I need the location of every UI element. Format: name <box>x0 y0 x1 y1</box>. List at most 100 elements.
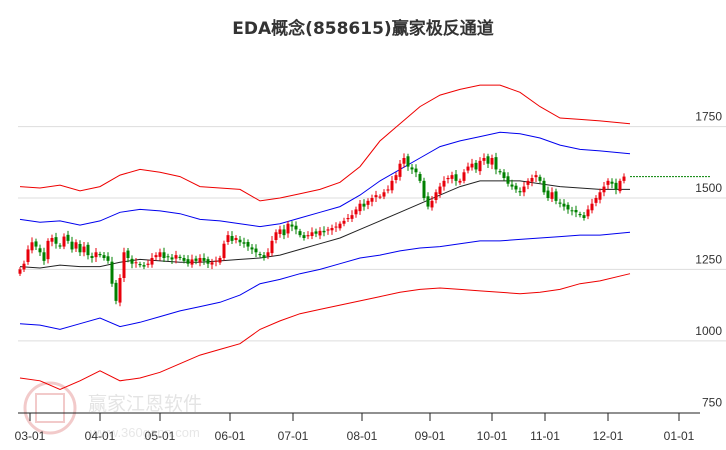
candle-up <box>442 180 446 187</box>
candle-up <box>306 235 310 237</box>
y-tick-label: 1000 <box>695 324 722 338</box>
candle-down <box>574 209 578 213</box>
candle-up <box>218 257 222 263</box>
candle-down <box>414 168 418 173</box>
candle-down <box>554 191 558 201</box>
x-tick-label: 03-01 <box>15 429 46 443</box>
candle-up <box>318 230 322 236</box>
candle-up <box>622 176 626 181</box>
candle-down <box>38 248 42 253</box>
candle-down <box>78 243 82 253</box>
candle-down <box>570 210 574 212</box>
candle-down <box>498 171 502 173</box>
candle-up <box>598 192 602 200</box>
candle-down <box>86 244 90 256</box>
candle-up <box>602 186 606 193</box>
candle-up <box>266 252 270 257</box>
x-tick-label: 10-01 <box>477 429 508 443</box>
channel-bands <box>19 84 710 390</box>
candle-down <box>206 259 210 264</box>
candle-down <box>34 241 38 247</box>
candle-down <box>566 204 570 210</box>
watermark: 赢家江恩软件 www.360gann.com <box>23 381 202 440</box>
candlesticks <box>18 152 626 307</box>
candle-up <box>26 249 30 262</box>
x-tick-label: 04-01 <box>85 429 116 443</box>
candle-up <box>94 252 98 258</box>
candle-up <box>394 175 398 181</box>
candle-down <box>238 239 242 243</box>
x-tick-label: 07-01 <box>278 429 309 443</box>
candle-down <box>186 259 190 264</box>
candle-down <box>178 256 182 258</box>
candle-down <box>162 252 166 258</box>
x-tick-label: 06-01 <box>215 429 246 443</box>
candle-up <box>330 227 334 231</box>
candle-up <box>430 200 434 208</box>
candle-up <box>594 198 598 203</box>
candle-up <box>586 209 590 217</box>
candle-down <box>506 176 510 184</box>
candle-down <box>114 282 118 301</box>
inner-lower-band <box>19 231 631 330</box>
candle-up <box>222 243 226 258</box>
candle-up <box>74 242 78 249</box>
candle-down <box>202 257 206 261</box>
y-tick-label: 1500 <box>695 181 722 195</box>
candle-up <box>398 163 402 177</box>
candle-down <box>138 263 142 266</box>
candle-up <box>46 240 50 260</box>
x-tick-label: 08-01 <box>347 429 378 443</box>
candle-up <box>526 180 530 185</box>
candle-up <box>478 160 482 172</box>
y-tick-label: 750 <box>702 395 722 409</box>
candle-down <box>142 265 146 267</box>
candle-up <box>606 180 610 185</box>
candle-down <box>58 245 62 247</box>
watermark-url: www.360gann.com <box>89 425 200 440</box>
candle-up <box>482 158 486 161</box>
candle-down <box>410 167 414 170</box>
candle-up <box>174 255 178 259</box>
candle-down <box>170 257 174 260</box>
candle-down <box>614 182 618 190</box>
candle-up <box>326 229 330 231</box>
candle-down <box>98 253 102 256</box>
candle-up <box>382 192 386 197</box>
candle-down <box>322 230 326 233</box>
candle-up <box>366 200 370 205</box>
candle-up <box>310 232 314 236</box>
candle-up <box>374 195 378 198</box>
candle-up <box>334 226 338 228</box>
candle-up <box>150 257 154 265</box>
candle-up <box>590 203 594 211</box>
candle-up <box>134 262 138 264</box>
y-tick-label: 1250 <box>695 252 722 266</box>
watermark-seal-box <box>35 393 65 423</box>
x-tick-label: 12-01 <box>593 429 624 443</box>
x-tick-label: 01-01 <box>664 429 695 443</box>
candle-up <box>190 259 194 265</box>
outer-upper-band <box>19 84 631 202</box>
candle-up <box>338 223 342 229</box>
x-tick-label: 11-01 <box>530 429 560 443</box>
candle-up <box>346 217 350 220</box>
candle-down <box>126 250 130 258</box>
candle-down <box>242 242 246 244</box>
candle-down <box>246 241 250 247</box>
candle-up <box>350 215 354 219</box>
candle-up <box>530 178 534 182</box>
candle-up <box>214 260 218 262</box>
candle-down <box>290 224 294 227</box>
candle-up <box>210 262 214 265</box>
candle-down <box>282 229 286 236</box>
candle-down <box>542 180 546 193</box>
candle-down <box>194 258 198 261</box>
candle-up <box>450 175 454 179</box>
candle-down <box>518 191 522 193</box>
candle-down <box>110 261 114 284</box>
candle-up <box>50 237 54 242</box>
candle-down <box>182 257 186 261</box>
candle-up <box>438 186 442 195</box>
candle-down <box>502 172 506 179</box>
